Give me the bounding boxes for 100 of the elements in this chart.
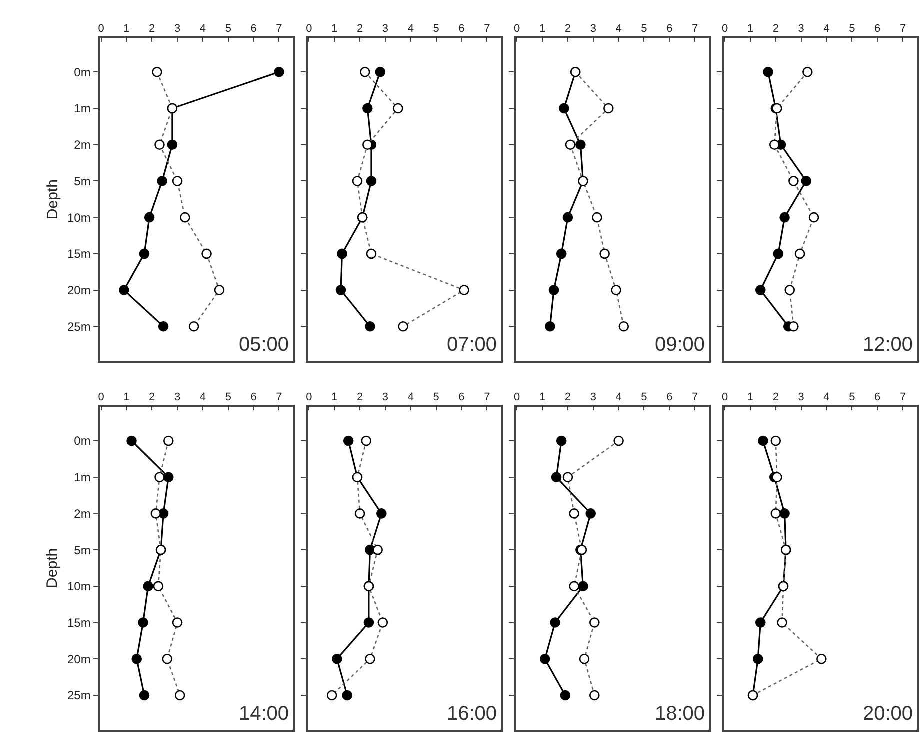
point: [214, 285, 225, 296]
x-tick-label: 4: [616, 22, 622, 35]
point: [562, 212, 574, 223]
point: [398, 321, 408, 332]
point: [362, 103, 373, 114]
point: [180, 212, 190, 223]
y-tick-label: 15m: [68, 616, 91, 630]
point: [569, 508, 580, 519]
point: [551, 472, 562, 482]
x-tick-label: 4: [408, 22, 414, 35]
point: [375, 67, 386, 78]
point: [337, 248, 348, 260]
x-tick-label: 4: [824, 22, 830, 35]
point: [274, 67, 284, 78]
point: [556, 436, 567, 446]
point: [788, 321, 799, 332]
point: [188, 321, 200, 332]
point: [763, 67, 774, 78]
point: [158, 321, 169, 332]
point: [132, 654, 142, 664]
point: [590, 618, 600, 628]
point: [556, 248, 567, 260]
x-tick-label: 2: [772, 22, 779, 35]
point: [362, 140, 373, 150]
point: [808, 212, 820, 223]
point: [352, 176, 363, 186]
point: [365, 321, 376, 332]
y-tick-label: 25m: [68, 320, 91, 334]
point: [604, 103, 614, 114]
point: [154, 472, 165, 482]
x-tick-label: 2: [356, 392, 364, 404]
point: [163, 472, 174, 482]
point: [780, 508, 790, 519]
x-tick-label: 7: [276, 392, 282, 404]
point: [139, 690, 150, 701]
x-tick-label: 7: [900, 22, 906, 35]
point: [755, 285, 766, 296]
x-tick-label: 6: [874, 22, 881, 35]
x-tick-label: 3: [382, 392, 389, 404]
point: [154, 140, 165, 150]
point: [540, 654, 550, 664]
x-tick-label: 0: [514, 22, 520, 35]
point: [801, 176, 812, 186]
point: [332, 654, 342, 664]
x-tick-label: 1: [332, 392, 338, 404]
y-tick-label: 25m: [68, 688, 91, 703]
point: [562, 472, 574, 482]
x-tick-label: 1: [747, 22, 754, 35]
point: [126, 436, 137, 446]
point: [560, 690, 571, 701]
x-tick-label: 5: [225, 22, 232, 35]
text: 12:00: [863, 334, 914, 356]
text: 05:00: [239, 334, 290, 356]
x-tick-label: 7: [692, 392, 698, 404]
y-tick-label: 20m: [68, 652, 91, 666]
point: [372, 544, 383, 556]
point: [163, 436, 174, 446]
point: [365, 654, 376, 664]
point: [342, 690, 352, 701]
point: [550, 618, 560, 628]
point: [174, 690, 186, 701]
x-tick-label: 5: [849, 392, 856, 404]
point: [770, 508, 782, 519]
x-tick-label: 6: [250, 22, 257, 35]
x-tick-label: 1: [747, 392, 754, 404]
x-tick-label: 3: [590, 392, 596, 404]
point: [366, 176, 377, 186]
x-tick-label: 6: [666, 392, 673, 404]
point: [360, 67, 370, 78]
point: [144, 212, 155, 223]
point: [157, 176, 168, 186]
x-tick-label: 2: [149, 22, 156, 35]
y-tick-label: 1m: [74, 470, 91, 485]
x-tick-label: 2: [356, 22, 364, 35]
x-tick-label: 0: [722, 392, 728, 404]
point: [459, 285, 470, 296]
x-tick-label: 5: [433, 392, 440, 404]
y-tick-label: 10m: [68, 580, 91, 594]
y-axis-title: Depth: [44, 548, 62, 588]
x-tick-label: 0: [722, 22, 728, 35]
point: [614, 436, 624, 446]
point: [548, 285, 560, 296]
x-tick-label: 3: [798, 392, 804, 404]
point: [202, 248, 212, 260]
point: [559, 103, 570, 114]
point: [326, 690, 338, 701]
point: [172, 618, 183, 628]
point: [794, 248, 806, 260]
x-tick-label: 4: [200, 22, 206, 35]
y-tick-label: 0m: [74, 434, 91, 448]
x-tick-label: 6: [458, 392, 465, 404]
x-tick-label: 3: [382, 22, 389, 35]
y-tick-label: 2m: [74, 138, 91, 152]
x-tick-label: 4: [408, 392, 414, 404]
point: [150, 508, 162, 519]
x-tick-label: 2: [149, 392, 156, 404]
y-tick-label: 5m: [74, 174, 91, 188]
x-tick-label: 5: [433, 22, 440, 35]
x-tick-label: 5: [225, 392, 232, 404]
x-tick-label: 3: [174, 22, 181, 35]
